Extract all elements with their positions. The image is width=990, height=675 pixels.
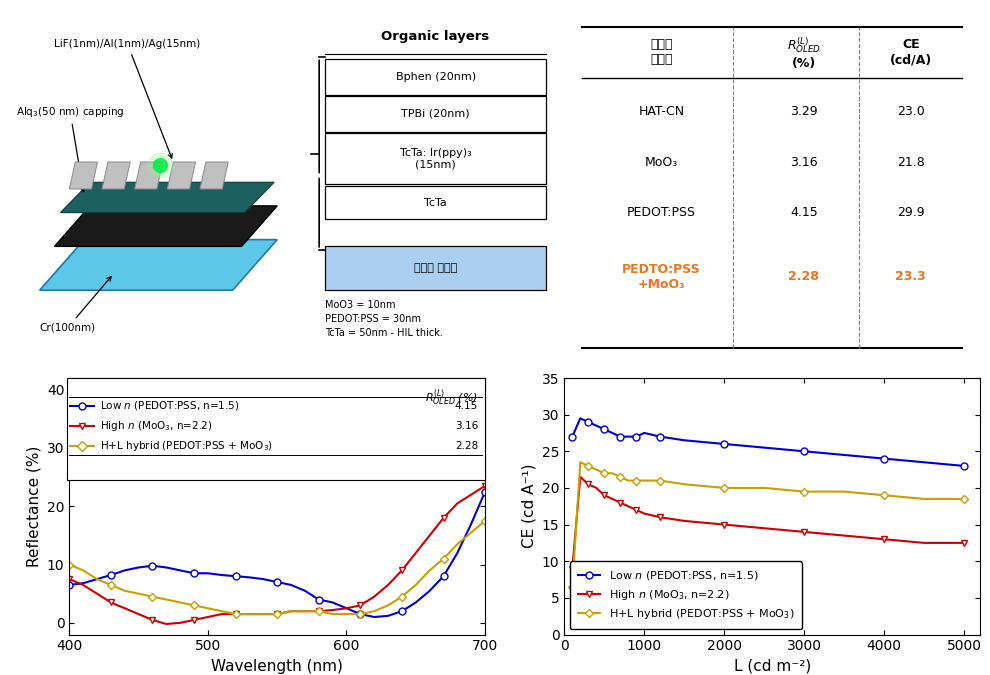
Bar xyxy=(325,134,546,184)
Text: Cr(100nm): Cr(100nm) xyxy=(40,277,111,333)
Text: 3.16: 3.16 xyxy=(455,421,478,431)
Text: 반사율
조절층: 반사율 조절층 xyxy=(650,38,672,66)
Text: 23.0: 23.0 xyxy=(897,105,925,118)
Bar xyxy=(325,186,546,219)
X-axis label: Wavelength (nm): Wavelength (nm) xyxy=(211,659,344,674)
Text: PEDOT:PSS: PEDOT:PSS xyxy=(627,206,696,219)
Polygon shape xyxy=(102,162,131,189)
Text: 4.15: 4.15 xyxy=(790,206,818,219)
Text: 29.9: 29.9 xyxy=(897,206,925,219)
Legend: Low $n$ (PEDOT:PSS, n=1.5), High $n$ (MoO$_3$, n=2.2), H+L hybrid (PEDOT:PSS + M: Low $n$ (PEDOT:PSS, n=1.5), High $n$ (Mo… xyxy=(570,562,802,629)
Text: 3.16: 3.16 xyxy=(790,155,818,169)
Text: H+L hybrid (PEDOT:PSS + MoO$_3$): H+L hybrid (PEDOT:PSS + MoO$_3$) xyxy=(100,439,273,453)
Text: Organic layers: Organic layers xyxy=(381,30,490,43)
Polygon shape xyxy=(54,206,277,246)
Y-axis label: CE (cd A⁻¹): CE (cd A⁻¹) xyxy=(522,464,537,549)
Text: 3.29: 3.29 xyxy=(790,105,818,118)
Polygon shape xyxy=(69,162,98,189)
Polygon shape xyxy=(40,240,277,290)
Text: CE
(cd/A): CE (cd/A) xyxy=(890,38,932,66)
Text: HAT-CN: HAT-CN xyxy=(639,105,684,118)
Text: High $n$ (MoO$_3$, n=2.2): High $n$ (MoO$_3$, n=2.2) xyxy=(100,418,212,433)
Bar xyxy=(325,246,546,290)
Text: 23.3: 23.3 xyxy=(895,270,927,284)
Bar xyxy=(325,97,546,132)
X-axis label: L (cd m⁻²): L (cd m⁻²) xyxy=(734,659,811,674)
Text: TPBi (20nm): TPBi (20nm) xyxy=(401,109,470,119)
Text: 2.28: 2.28 xyxy=(455,441,478,451)
Text: MoO₃: MoO₃ xyxy=(644,155,678,169)
FancyBboxPatch shape xyxy=(66,378,485,480)
Text: LiF(1nm)/Al(1nm)/Ag(15nm): LiF(1nm)/Al(1nm)/Ag(15nm) xyxy=(54,39,201,158)
Y-axis label: Reflectance (%): Reflectance (%) xyxy=(27,446,42,567)
Polygon shape xyxy=(135,162,162,189)
Text: $R_{\mathit{OLED}}^{(L)}$ (%): $R_{\mathit{OLED}}^{(L)}$ (%) xyxy=(425,387,478,408)
Text: 21.8: 21.8 xyxy=(897,155,925,169)
Text: Bphen (20nm): Bphen (20nm) xyxy=(396,72,475,82)
Text: 반사율 조절층: 반사율 조절층 xyxy=(414,263,457,273)
Text: 2.28: 2.28 xyxy=(788,270,820,284)
Text: PEDTO:PSS
+MoO₃: PEDTO:PSS +MoO₃ xyxy=(622,263,701,291)
Text: TcTa: TcTa xyxy=(425,198,446,207)
Text: Alq$_3$(50 nm) capping: Alq$_3$(50 nm) capping xyxy=(16,105,125,192)
Bar xyxy=(325,59,546,95)
Text: Low $n$ (PEDOT:PSS, n=1.5): Low $n$ (PEDOT:PSS, n=1.5) xyxy=(100,400,240,412)
Polygon shape xyxy=(167,162,196,189)
Text: MoO3 = 10nm
PEDOT:PSS = 30nm
TcTa = 50nm - HIL thick.: MoO3 = 10nm PEDOT:PSS = 30nm TcTa = 50nm… xyxy=(325,300,443,338)
Text: TcTa: Ir(ppy)₃
(15nm): TcTa: Ir(ppy)₃ (15nm) xyxy=(400,148,471,169)
Text: 4.15: 4.15 xyxy=(455,401,478,411)
Text: $R_{\mathit{OLED}}^{(L)}$
(%): $R_{\mathit{OLED}}^{(L)}$ (%) xyxy=(787,35,821,70)
Polygon shape xyxy=(60,182,274,213)
Polygon shape xyxy=(200,162,229,189)
